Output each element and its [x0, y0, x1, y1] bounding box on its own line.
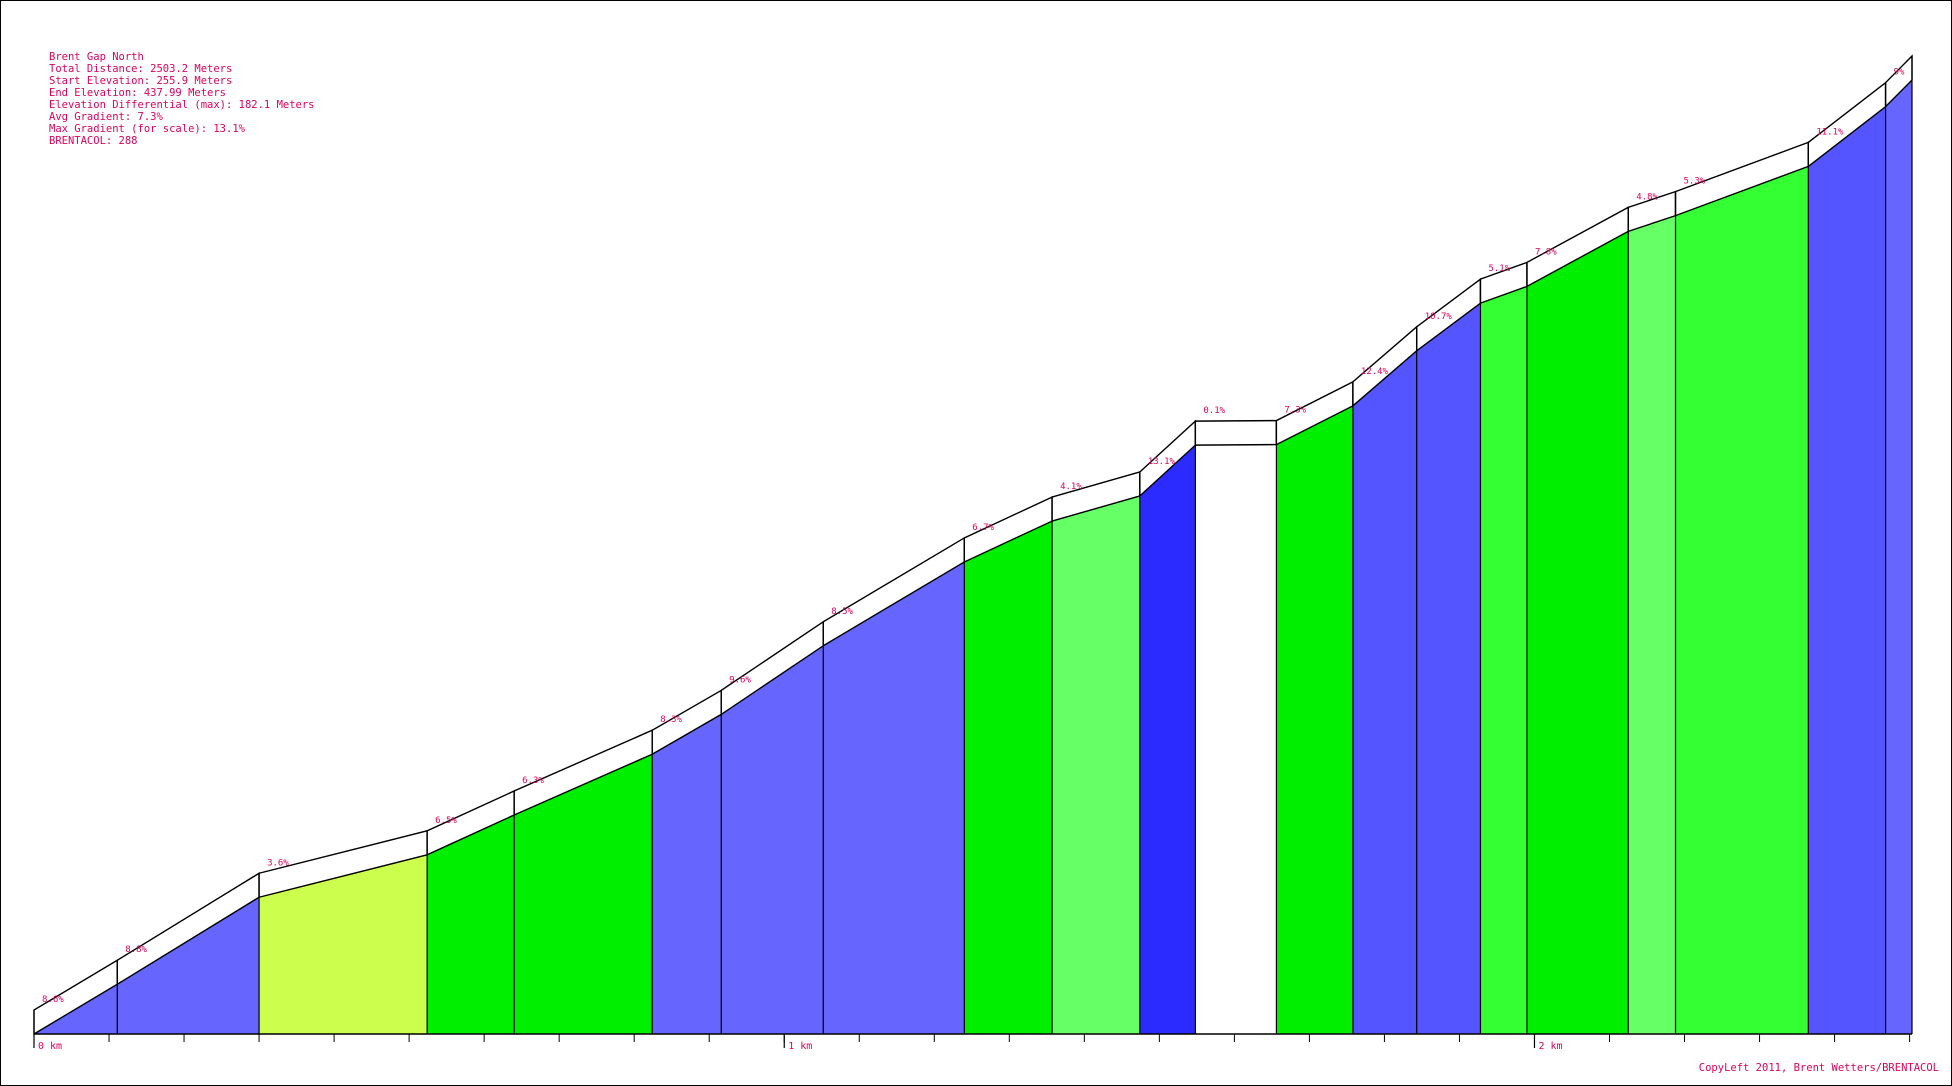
gradient-label: 12.4%	[1361, 367, 1389, 377]
segment-fill	[1480, 286, 1527, 1034]
segment-fill	[1352, 350, 1417, 1034]
segment-fill	[1276, 405, 1353, 1034]
brentacol-score: BRENTACOL: 288	[49, 135, 138, 147]
gradient-label: 8.3%	[660, 715, 682, 725]
segment-fill	[427, 815, 515, 1034]
gradient-label: 8.5%	[831, 607, 853, 617]
segment-dividers	[33, 56, 1913, 1034]
gradient-label: 10.7%	[1425, 312, 1453, 322]
gradient-label: 4.8%	[1636, 192, 1658, 202]
gradient-label: 11.1%	[1816, 127, 1844, 137]
segment-fill	[1885, 80, 1912, 1034]
segment-fill	[259, 854, 428, 1034]
x-tick-label: 1 km	[788, 1041, 812, 1052]
segment-fill	[1808, 106, 1886, 1035]
gradient-label: 9.6%	[729, 675, 751, 685]
gradient-label: 6.5%	[435, 816, 457, 826]
segment-fill	[1628, 215, 1676, 1035]
segment-fill	[1416, 303, 1481, 1035]
segment-fill	[964, 521, 1053, 1034]
segment-fill	[823, 561, 965, 1034]
x-axis: 0 km 1 km 2 km	[33, 1033, 1912, 1052]
segment-fill	[1526, 231, 1629, 1034]
gradient-label: 4.1%	[1060, 482, 1082, 492]
gradient-label: 6.3%	[522, 776, 544, 786]
x-tick-label: 0 km	[38, 1041, 62, 1052]
gradient-label: 8.6%	[42, 995, 64, 1005]
gradient-label: 5.1%	[1488, 264, 1510, 274]
elevation-differential: Elevation Differential (max): 182.1 Mete…	[49, 99, 315, 111]
copyleft-notice: CopyLeft 2011, Brent Wetters/BRENTACOL	[1698, 1062, 1939, 1074]
segment-fill	[1139, 445, 1196, 1035]
segment-fill	[1195, 444, 1277, 1035]
route-title: Brent Gap North	[49, 51, 144, 63]
segment-fill	[514, 754, 653, 1034]
gradient-label: 13.1%	[1148, 457, 1176, 467]
avg-gradient: Avg Gradient: 7.3%	[49, 111, 163, 123]
gradient-label: 6.7%	[972, 523, 994, 533]
road-segment	[1194, 419, 1278, 446]
segment-fill	[721, 645, 824, 1034]
max-gradient: Max Gradient (for scale): 13.1%	[49, 123, 245, 135]
total-distance: Total Distance: 2503.2 Meters	[49, 63, 233, 75]
gradient-label: 3.6%	[267, 858, 289, 868]
end-elevation: End Elevation: 437.99 Meters	[49, 87, 227, 99]
segment-fill	[117, 897, 260, 1034]
gradient-label: 0.1%	[1203, 406, 1225, 416]
x-tick-label: 2 km	[1538, 1041, 1562, 1052]
start-elevation: Start Elevation: 255.9 Meters	[49, 75, 233, 87]
gradient-labels: 8.6% 8.8% 3.6% 6.5% 6.3% 8.3% 9.6% 8.5% 6.7% 4.1%…	[42, 68, 1905, 1005]
route-info-panel: Brent Gap North Total Distance: 2503.2 M…	[49, 51, 315, 147]
segment-fill	[1052, 495, 1140, 1034]
gradient-label: 7.8%	[1535, 247, 1557, 257]
gradient-label: 8.8%	[125, 945, 147, 955]
gradient-label: 5.3%	[1684, 177, 1706, 187]
gradient-label: 9%	[1894, 68, 1905, 78]
gradient-label: 7.3%	[1284, 406, 1306, 416]
segment-fills	[34, 80, 1912, 1035]
segment-fill	[1675, 166, 1809, 1035]
segment-fill	[652, 714, 722, 1034]
